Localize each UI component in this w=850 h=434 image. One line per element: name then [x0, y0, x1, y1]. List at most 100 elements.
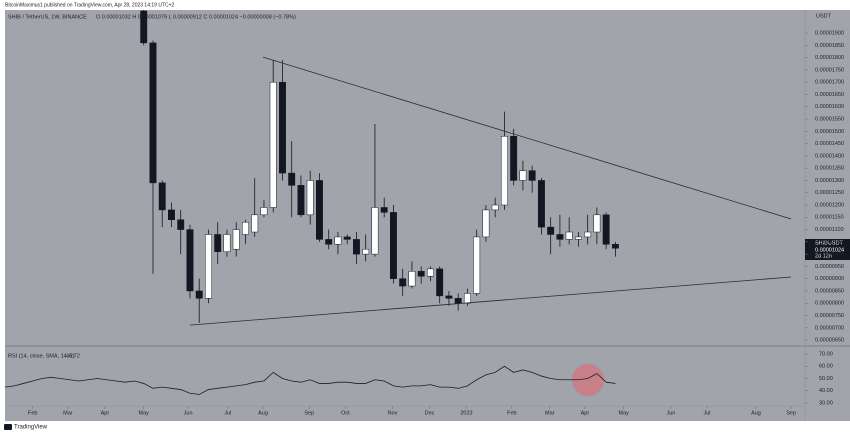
candle-body	[343, 236, 351, 240]
y-tick-label: 0.00001650	[815, 92, 844, 98]
y-tick-label: 0.00001450	[815, 141, 844, 147]
x-tick-label: Sep	[786, 410, 796, 416]
candle-body	[519, 170, 527, 181]
x-tick-label: Aug	[258, 410, 268, 416]
y-axis-label: USDT	[816, 13, 832, 19]
y-tick-label: 0.00001850	[815, 43, 844, 49]
candle-body	[223, 234, 231, 252]
y-tick-label: 0.00000950	[815, 264, 844, 270]
y-tick-label: 0.00001800	[815, 55, 844, 61]
x-tick-label: Jul	[224, 410, 231, 416]
x-tick-label: Apr	[101, 410, 110, 416]
y-tick-label: 0.00000900	[815, 276, 844, 282]
candle-body	[177, 219, 185, 230]
y-tick-label: 0.00001250	[815, 190, 844, 196]
y-tick-label: 0.00001150	[815, 215, 844, 221]
y-tick-label: 0.00001400	[815, 153, 844, 159]
candle-body	[140, 10, 148, 44]
candle-body	[537, 180, 545, 228]
candle-body	[297, 185, 305, 216]
candle-body	[325, 239, 333, 245]
candle-body	[352, 239, 360, 255]
y-tick-label: 0.00000650	[815, 338, 844, 344]
candle-body	[611, 244, 619, 249]
candle-body	[168, 209, 175, 220]
candle-body	[279, 81, 286, 174]
candle-body	[565, 231, 573, 240]
candle-body	[436, 268, 444, 297]
candle-body	[288, 172, 296, 186]
y-tick-label: 0.00001500	[815, 129, 844, 135]
candle-body	[251, 214, 259, 233]
y-tick-label: 0.00000850	[815, 288, 844, 294]
publish-header: BitcoinMaximus1 published on TradingView…	[5, 2, 175, 8]
y-tick-label: 0.00001000	[815, 252, 844, 258]
y-tick-label: 0.00000700	[815, 325, 844, 331]
y-tick-label: 0.00000750	[815, 313, 844, 319]
candle-body	[186, 229, 194, 292]
candle-body	[482, 209, 490, 238]
x-tick-label: Feb	[28, 410, 37, 416]
candle-body	[417, 271, 425, 277]
candle-body	[260, 207, 268, 216]
last-price-label: 0.00001024	[815, 247, 844, 253]
trendline	[189, 276, 792, 326]
candle-body	[574, 236, 582, 240]
candle-body	[205, 234, 212, 299]
y-tick-label: 0.00001900	[815, 31, 844, 37]
rsi-tick-label: 50.00	[819, 376, 833, 382]
candle-body	[491, 204, 499, 211]
x-tick-label: 2023	[460, 410, 472, 416]
candle-body	[232, 229, 240, 250]
y-tick-label: 0.00001350	[815, 166, 844, 172]
candle-body	[214, 234, 222, 252]
rsi-tick-label: 40.00	[819, 388, 833, 394]
candle-body	[195, 290, 203, 299]
x-tick-label: May	[619, 410, 630, 416]
x-tick-label: Nov	[388, 410, 398, 416]
candle-body	[473, 236, 481, 294]
candle-body	[454, 298, 462, 304]
y-tick-label: 0.00001100	[815, 227, 844, 233]
candle-body	[547, 226, 555, 235]
rsi-tick-label: 30.00	[819, 400, 833, 406]
candle-body	[362, 248, 370, 255]
x-tick-label: Jul	[703, 410, 710, 416]
y-tick-label: 0.00001200	[815, 202, 844, 208]
candle-body	[528, 170, 536, 181]
y-tick-label: 0.00001300	[815, 178, 844, 184]
y-tick-label: 0.00001750	[815, 67, 844, 73]
x-tick-label: Jun	[184, 410, 193, 416]
candle-body	[445, 295, 453, 299]
candle-body	[584, 231, 592, 238]
footer-logo	[4, 424, 12, 430]
x-tick-label: Mar	[63, 410, 73, 416]
rsi-tick-label: 60.00	[819, 364, 833, 370]
indicator-name: RSI (14, close, SMA, 14, 2)	[8, 353, 75, 359]
candle-body	[510, 135, 518, 181]
candle-body	[389, 212, 397, 279]
x-tick-label: Oct	[341, 410, 350, 416]
footer-brand: TradingView	[14, 425, 48, 431]
x-tick-label: Mar	[545, 410, 555, 416]
x-tick-label: Feb	[507, 410, 516, 416]
candle-body	[149, 42, 157, 184]
x-tick-label: Jun	[666, 410, 675, 416]
candle-body	[593, 214, 601, 233]
highlight-circle	[572, 364, 604, 396]
candle-body	[269, 81, 277, 208]
y-tick-label: 0.00000800	[815, 301, 844, 307]
y-tick-label: 0.00001700	[815, 80, 844, 86]
candle-body	[334, 236, 342, 245]
rsi-tick-label: 70.00	[819, 351, 833, 357]
x-tick-label: May	[139, 410, 150, 416]
candle-body	[316, 180, 323, 240]
candle-body	[371, 207, 379, 255]
x-tick-label: Aug	[751, 410, 761, 416]
y-tick-label: 0.00001600	[815, 104, 844, 110]
chart-background	[5, 10, 850, 421]
candle-body	[158, 182, 166, 211]
price-pane	[140, 10, 792, 326]
x-tick-label: Sep	[304, 410, 314, 416]
